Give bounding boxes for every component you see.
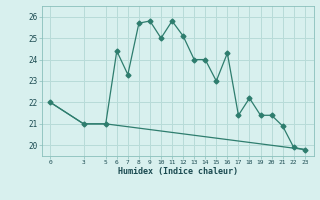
X-axis label: Humidex (Indice chaleur): Humidex (Indice chaleur) — [118, 167, 237, 176]
